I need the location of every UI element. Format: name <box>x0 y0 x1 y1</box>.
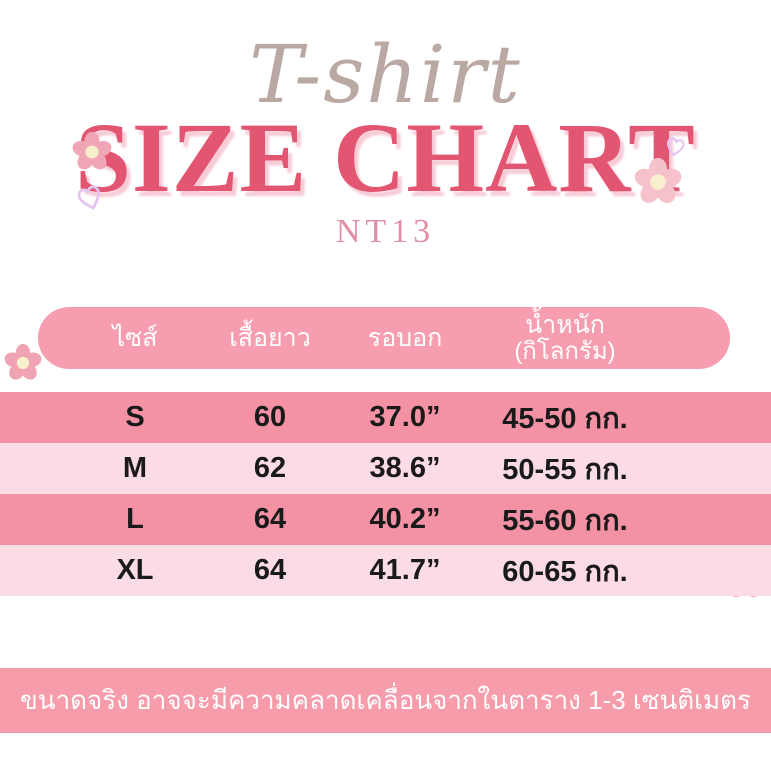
column-header-weight: น้ำหนัก (กิโลกรัม) <box>514 311 616 365</box>
heart-icon <box>666 137 685 157</box>
disclaimer-text: ขนาดจริง อาจจะมีความคลาดเคลื่อนจากในตารา… <box>20 685 751 715</box>
cell-chest: 40.2” <box>369 503 441 535</box>
cell-weight: 45-50 กก. <box>502 402 628 435</box>
disclaimer-bar: ขนาดจริง อาจจะมีความคลาดเคลื่อนจากในตารา… <box>0 668 771 733</box>
table-row-m: M 62 38.6” 50-55 กก. <box>0 443 771 494</box>
table-row-s: S 60 37.0” 45-50 กก. <box>0 392 771 443</box>
cell-size: M <box>122 452 148 484</box>
cell-length: 64 <box>253 503 287 535</box>
column-header-size: ไซส์ <box>112 323 158 352</box>
model-code: NT13 <box>335 213 436 250</box>
size-table: S 60 37.0” 45-50 กก. M 62 38.6” 50-55 กก… <box>0 392 771 596</box>
cell-size: S <box>125 401 145 433</box>
cell-weight: 50-55 กก. <box>502 453 628 486</box>
flower-icon <box>634 158 682 203</box>
table-header-row: ไซส์ เสื้อยาว รอบอก น้ำหนัก (กิโลกรัม) <box>38 307 730 369</box>
page-title: SIZE CHART <box>75 102 696 213</box>
cell-length: 60 <box>253 401 287 433</box>
table-row-l: L 64 40.2” 55-60 กก. <box>0 494 771 545</box>
column-header-weight-unit: (กิโลกรัม) <box>514 337 616 365</box>
flower-icon <box>72 132 112 170</box>
column-header-weight-main: น้ำหนัก <box>525 311 605 340</box>
cell-size: L <box>126 503 144 535</box>
script-product-text: T-shirt <box>249 28 522 121</box>
column-header-chest: รอบอก <box>367 323 443 352</box>
cell-weight: 60-65 กก. <box>502 555 628 588</box>
cell-chest: 41.7” <box>369 554 441 586</box>
cell-weight: 55-60 กก. <box>502 504 628 537</box>
flower-icon <box>4 344 42 380</box>
heart-icon <box>77 185 100 210</box>
column-header-length: เสื้อยาว <box>229 323 311 352</box>
cell-chest: 37.0” <box>369 401 441 433</box>
cell-length: 62 <box>253 452 287 484</box>
cell-length: 64 <box>253 554 287 586</box>
cell-chest: 38.6” <box>369 452 441 484</box>
cell-size: XL <box>116 554 154 586</box>
table-row-xl: XL 64 41.7” 60-65 กก. <box>0 545 771 596</box>
